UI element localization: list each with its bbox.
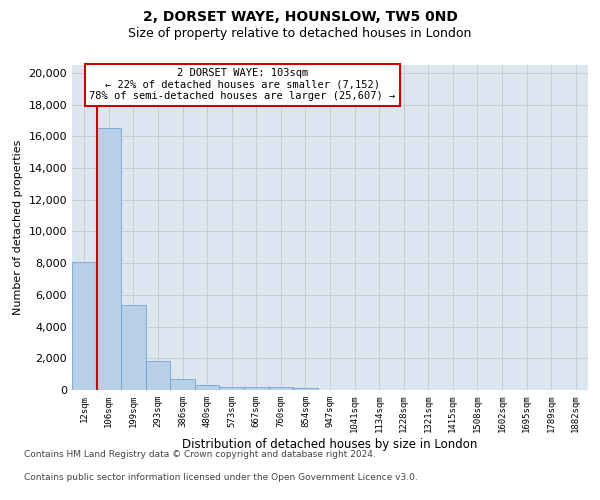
Bar bbox=[269, 388, 293, 390]
Text: 2 DORSET WAYE: 103sqm
← 22% of detached houses are smaller (7,152)
78% of semi-d: 2 DORSET WAYE: 103sqm ← 22% of detached … bbox=[89, 68, 395, 102]
Bar bbox=[220, 386, 244, 390]
Bar bbox=[72, 262, 97, 390]
Bar bbox=[146, 360, 170, 390]
Text: Size of property relative to detached houses in London: Size of property relative to detached ho… bbox=[128, 28, 472, 40]
Y-axis label: Number of detached properties: Number of detached properties bbox=[13, 140, 23, 315]
Text: 2, DORSET WAYE, HOUNSLOW, TW5 0ND: 2, DORSET WAYE, HOUNSLOW, TW5 0ND bbox=[143, 10, 457, 24]
Text: Contains public sector information licensed under the Open Government Licence v3: Contains public sector information licen… bbox=[24, 472, 418, 482]
Bar bbox=[121, 305, 146, 390]
Bar bbox=[97, 128, 121, 390]
Bar bbox=[244, 387, 269, 390]
X-axis label: Distribution of detached houses by size in London: Distribution of detached houses by size … bbox=[182, 438, 478, 451]
Bar bbox=[195, 385, 220, 390]
Bar bbox=[293, 388, 318, 390]
Text: Contains HM Land Registry data © Crown copyright and database right 2024.: Contains HM Land Registry data © Crown c… bbox=[24, 450, 376, 459]
Bar bbox=[170, 379, 195, 390]
